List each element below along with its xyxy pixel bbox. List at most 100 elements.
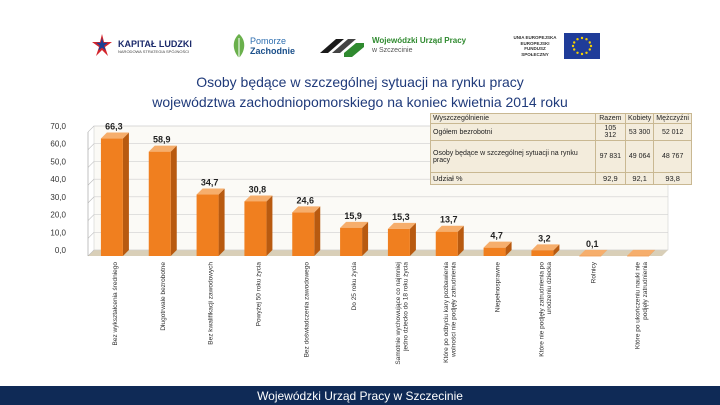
x-category-label: Długotrwale bezrobotne: [160, 262, 167, 331]
summary-table-header-row: Wyszczególnienie Razem Kobiety Mężczyźni: [430, 113, 692, 124]
bar-side: [601, 249, 608, 256]
bar-side: [266, 195, 273, 256]
summary-cell: 93,8: [653, 172, 692, 185]
bar-side: [170, 145, 177, 256]
bar-top: [579, 249, 608, 256]
gridline-diagonal: [87, 125, 95, 133]
summary-table-row: Osoby będące w szczególnej sytuacji na r…: [430, 140, 692, 173]
kapital-ludzki-subtitle: NARODOWA STRATEGIA SPÓJNOŚCI: [118, 48, 190, 54]
summary-cell: 48 767: [653, 140, 692, 173]
summary-cell: 49 064: [624, 140, 655, 173]
x-category-label: Które po ukończeniu nauki niepodjęły zat…: [634, 262, 649, 349]
y-tick-label: 60,0: [50, 140, 66, 149]
y-tick-label: 10,0: [50, 228, 66, 237]
bar-top: [196, 188, 225, 195]
summary-header-cell: Kobiety: [624, 113, 655, 124]
bar-side: [553, 244, 560, 256]
gridline-diagonal: [87, 232, 95, 239]
gridline-diagonal: [87, 143, 95, 150]
bar-top: [483, 241, 512, 248]
bar: [196, 194, 219, 256]
data-label: 34,7: [201, 178, 219, 188]
summary-row-label: Udział %: [430, 172, 596, 185]
bar: [435, 231, 458, 256]
bar: [340, 227, 363, 256]
data-label: 66,3: [105, 122, 123, 132]
x-category-label: Do 25 roku życia: [351, 262, 358, 311]
bar-side: [122, 132, 129, 256]
wup-arrows-icon: [320, 39, 364, 57]
data-label: 4,7: [490, 231, 503, 241]
data-label: 15,3: [392, 212, 410, 222]
kapital-ludzki-logo: KAPITAŁ LUDZKI NARODOWA STRATEGIA SPÓJNO…: [90, 28, 192, 64]
x-category-label: Rolnicy: [590, 261, 597, 283]
bar-top: [387, 222, 416, 229]
wup-logo: Wojewódzki Urząd Pracy w Szczecinie: [318, 28, 466, 64]
gridline-diagonal: [87, 196, 95, 204]
bar: [483, 247, 506, 256]
bar: [627, 255, 650, 257]
y-tick-label: 30,0: [50, 193, 66, 202]
summary-header-cell: Mężczyźni: [653, 113, 692, 124]
chart-title-line2: województwa zachodniopomorskiego na koni…: [152, 94, 568, 110]
pomorze-zachodnie-leaf-icon: [233, 34, 245, 58]
gridline-diagonal: [87, 214, 95, 221]
y-tick-label: 70,0: [50, 122, 66, 131]
pomorze-zachodnie-logo: Pomorze Zachodnie: [230, 28, 295, 64]
summary-table-row: Ogółem bezrobotni 105 312 53 300 52 012: [430, 123, 692, 141]
x-category-label: Bez wykształcenia średniego: [112, 262, 119, 346]
bar-top: [627, 249, 656, 256]
bar-side: [218, 188, 225, 256]
gridline-diagonal: [87, 161, 95, 168]
x-category-label: Bez kwalifikacji zawodowych: [208, 262, 215, 345]
bar-top: [244, 195, 273, 202]
summary-cell: 92,1: [624, 172, 655, 185]
summary-cell: 53 300: [624, 123, 655, 141]
summary-cell: 92,9: [594, 172, 626, 185]
summary-cell: 105 312: [594, 123, 626, 141]
x-category-label: Bez doświadczenia zawodowego: [303, 262, 310, 358]
bar: [531, 250, 554, 256]
pomorze-zachodnie-line2: Zachodnie: [250, 46, 296, 56]
bar-side: [362, 221, 369, 256]
bar-top: [292, 206, 321, 213]
ue-fund: EUROPEJSKI FUNDUSZ SPOŁECZNY: [520, 40, 550, 57]
summary-header-cell: Razem: [594, 113, 626, 124]
bar-top: [340, 221, 369, 228]
bar-top: [531, 244, 560, 251]
bar: [579, 255, 602, 257]
ue-name: UNIA EUROPEJSKA: [513, 35, 557, 40]
data-label: 3,2: [538, 233, 551, 243]
bar: [244, 201, 267, 256]
summary-table-row: Udział % 92,9 92,1 93,8: [430, 172, 692, 185]
x-category-label: Powyżej 50 roku życia: [255, 262, 262, 327]
data-label: 30,8: [249, 184, 267, 194]
summary-table: Wyszczególnienie Razem Kobiety Mężczyźni…: [430, 113, 692, 185]
footer-text: Wojewódzki Urząd Pracy w Szczecinie: [257, 389, 463, 403]
footer-bar: Wojewódzki Urząd Pracy w Szczecinie: [0, 386, 720, 405]
bar-side: [457, 225, 464, 256]
bar-chart: 0,0 10,0 20,0 30,0 40,0 50,0 60,0 70,0 66,3 Bez w…: [50, 122, 669, 365]
gridline-diagonal: [87, 249, 95, 257]
data-label: 24,6: [296, 195, 314, 205]
bar-top: [435, 225, 464, 232]
summary-row-label: Ogółem bezrobotni: [430, 123, 596, 141]
wup-city: w Szczecinie: [372, 47, 413, 54]
x-category-label: Samotnie wychowujące co najmniejjedno dz…: [395, 262, 410, 365]
y-tick-label: 0,0: [55, 246, 67, 255]
data-label: 13,7: [440, 215, 458, 225]
bar-top: [148, 145, 177, 152]
x-category-label: Niepełnosprawne: [495, 262, 502, 313]
data-label: 58,9: [153, 135, 171, 145]
bar-side: [314, 206, 321, 256]
summary-cell: 52 012: [653, 123, 692, 141]
bar: [100, 138, 123, 256]
kapital-ludzki-star-icon: [90, 32, 114, 60]
y-tick-label: 50,0: [50, 157, 66, 166]
summary-header-cell: Wyszczególnienie: [430, 113, 596, 124]
data-label: 15,9: [344, 211, 362, 221]
chart-title-line1: Osoby będące w szczególnej sytuacji na r…: [196, 74, 524, 90]
bar: [148, 151, 171, 256]
summary-row-label: Osoby będące w szczególnej sytuacji na r…: [430, 140, 596, 173]
bar: [387, 228, 410, 256]
